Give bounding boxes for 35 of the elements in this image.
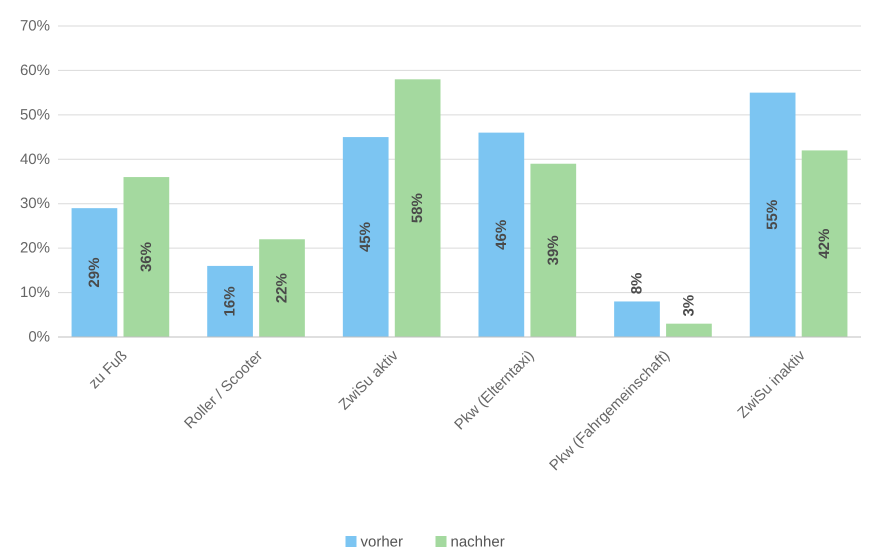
bar	[207, 266, 253, 337]
legend-label: vorher	[360, 534, 404, 550]
y-tick-label: 0%	[28, 328, 50, 346]
y-tick-label: 30%	[20, 195, 50, 212]
text: 36%	[138, 242, 155, 272]
bar	[666, 324, 712, 337]
y-tick-label: 60%	[20, 62, 50, 79]
bar	[259, 239, 305, 337]
text: 45%	[357, 222, 374, 252]
text: 16%	[222, 286, 239, 316]
bar	[72, 208, 118, 337]
text: 55%	[764, 200, 782, 230]
bar	[394, 79, 441, 337]
bar	[614, 301, 660, 337]
y-tick-label: 40%	[20, 150, 50, 168]
y-tick-label: 20%	[20, 240, 50, 257]
bar	[478, 132, 524, 337]
y-tick-label: 50%	[20, 106, 50, 124]
bar	[124, 177, 170, 337]
y-tick-label: 70%	[20, 18, 50, 34]
text: 39%	[544, 235, 562, 266]
text: 8%	[628, 272, 646, 294]
text: 42%	[816, 228, 834, 259]
text: 58%	[409, 193, 426, 224]
bar	[530, 164, 576, 337]
bar	[342, 137, 389, 337]
text: 46%	[492, 220, 510, 250]
text: 3%	[680, 294, 698, 317]
x-tick-label: zu Fuß	[86, 347, 131, 392]
y-tick-label: 10%	[20, 284, 50, 302]
text: 22%	[274, 273, 291, 304]
bar	[802, 150, 848, 337]
text: 29%	[86, 258, 103, 288]
bar	[750, 92, 796, 337]
legend-label: nachher	[450, 534, 505, 550]
